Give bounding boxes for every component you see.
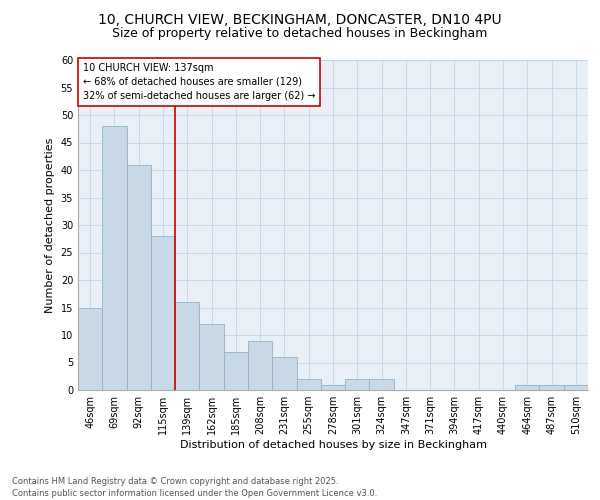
Text: 10 CHURCH VIEW: 137sqm
← 68% of detached houses are smaller (129)
32% of semi-de: 10 CHURCH VIEW: 137sqm ← 68% of detached… — [83, 62, 316, 101]
Bar — [515, 384, 539, 390]
Bar — [564, 384, 588, 390]
Bar — [370, 379, 394, 390]
Bar — [321, 384, 345, 390]
Bar — [175, 302, 199, 390]
Bar — [224, 352, 248, 390]
Text: Size of property relative to detached houses in Beckingham: Size of property relative to detached ho… — [112, 28, 488, 40]
Bar — [272, 357, 296, 390]
Bar — [539, 384, 564, 390]
Bar — [151, 236, 175, 390]
Bar — [296, 379, 321, 390]
Bar — [127, 164, 151, 390]
Text: 10, CHURCH VIEW, BECKINGHAM, DONCASTER, DN10 4PU: 10, CHURCH VIEW, BECKINGHAM, DONCASTER, … — [98, 12, 502, 26]
Bar — [248, 340, 272, 390]
Y-axis label: Number of detached properties: Number of detached properties — [45, 138, 55, 312]
X-axis label: Distribution of detached houses by size in Beckingham: Distribution of detached houses by size … — [179, 440, 487, 450]
Bar — [199, 324, 224, 390]
Bar — [345, 379, 370, 390]
Bar — [78, 308, 102, 390]
Bar — [102, 126, 127, 390]
Text: Contains HM Land Registry data © Crown copyright and database right 2025.
Contai: Contains HM Land Registry data © Crown c… — [12, 476, 377, 498]
